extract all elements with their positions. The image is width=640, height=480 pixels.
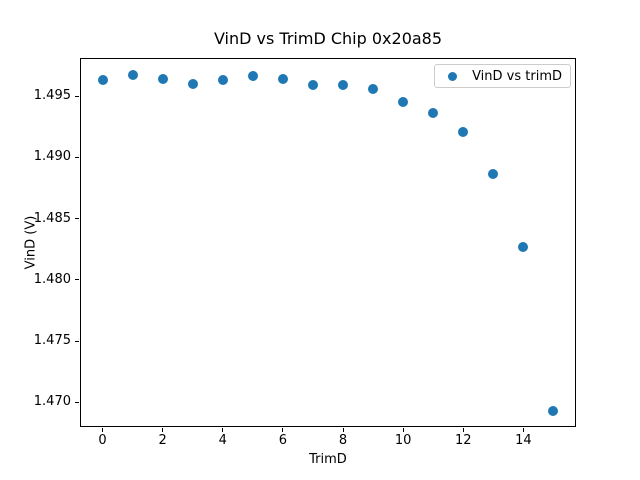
- y-tick-label: 1.470: [33, 394, 71, 410]
- x-axis-label: TrimD: [309, 452, 347, 467]
- chart-title: VinD vs TrimD Chip 0x20a85: [213, 29, 443, 48]
- data-point: [518, 241, 529, 252]
- y-tick-label: 1.480: [33, 271, 71, 287]
- data-point: [307, 79, 318, 90]
- y-tick-mark: [75, 156, 79, 158]
- x-tick-mark: [402, 428, 404, 432]
- x-tick-mark: [522, 428, 524, 432]
- x-tick-mark: [102, 428, 104, 432]
- data-point: [548, 406, 559, 417]
- data-point: [187, 78, 198, 89]
- data-point: [247, 71, 258, 82]
- legend: VinD vs trimD: [434, 64, 571, 88]
- x-tick-mark: [462, 428, 464, 432]
- data-point: [488, 169, 499, 180]
- y-tick-mark: [75, 218, 79, 220]
- data-point: [97, 75, 108, 86]
- data-point: [428, 108, 439, 119]
- y-tick-label: 1.495: [33, 88, 71, 103]
- y-tick-mark: [75, 401, 79, 403]
- y-tick-label: 1.490: [33, 149, 71, 165]
- y-axis-label: VinD (V): [23, 215, 39, 270]
- x-tick-mark: [222, 428, 224, 432]
- y-tick-label: 1.475: [33, 333, 71, 349]
- data-point: [458, 126, 469, 137]
- y-tick-label: 1.485: [33, 210, 71, 226]
- data-point: [368, 83, 379, 94]
- x-tick-mark: [342, 428, 344, 432]
- legend-marker-dot: [448, 71, 458, 81]
- x-tick-label: 12: [454, 433, 472, 448]
- x-tick-label: 6: [278, 433, 288, 448]
- x-tick-label: 14: [515, 433, 532, 448]
- x-tick-label: 0: [98, 433, 107, 448]
- y-tick-mark: [75, 95, 79, 97]
- plot-area: VinD vs trimD: [80, 58, 576, 427]
- data-point: [277, 73, 288, 84]
- y-tick-mark: [75, 279, 79, 281]
- y-tick-mark: [75, 340, 79, 342]
- legend-label: VinD vs trimD: [472, 68, 562, 84]
- x-tick-mark: [162, 428, 164, 432]
- data-point: [157, 73, 168, 84]
- data-point: [127, 70, 138, 81]
- x-tick-label: 10: [394, 433, 412, 448]
- data-point: [338, 79, 349, 90]
- x-tick-label: 8: [338, 433, 348, 448]
- x-tick-mark: [282, 428, 284, 432]
- data-point: [217, 75, 228, 86]
- data-point: [398, 97, 409, 108]
- x-tick-label: 4: [218, 433, 227, 448]
- x-tick-label: 2: [158, 433, 167, 448]
